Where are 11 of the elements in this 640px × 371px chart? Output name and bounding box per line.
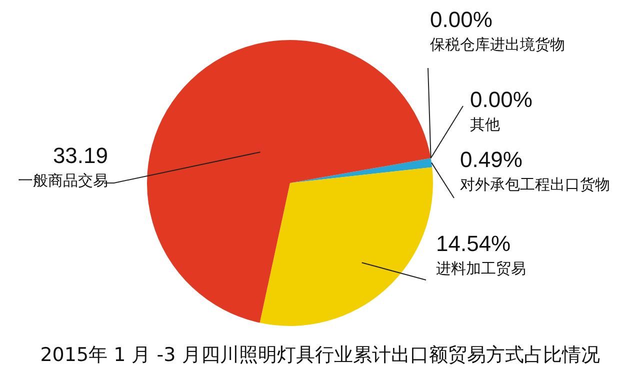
data-label: 14.54% bbox=[436, 231, 511, 256]
data-label: 0.49% bbox=[460, 147, 522, 172]
slice-label: 一般商品交易 bbox=[18, 171, 108, 190]
data-label: 33.19 bbox=[52, 143, 108, 168]
text: 2015年 1 月 -3 月四川照明灯具行业累计出口额贸易方式占比情况 bbox=[39, 343, 601, 368]
slice-label: 对外承包工程出口货物 bbox=[460, 175, 610, 194]
text: 0.00% bbox=[430, 7, 492, 32]
slice-label: 进料加工贸易 bbox=[436, 259, 526, 278]
category-label: 其他 bbox=[470, 115, 500, 134]
text: 0.00% bbox=[470, 87, 532, 112]
category-label: 保税仓库进出境货物 bbox=[430, 35, 565, 54]
